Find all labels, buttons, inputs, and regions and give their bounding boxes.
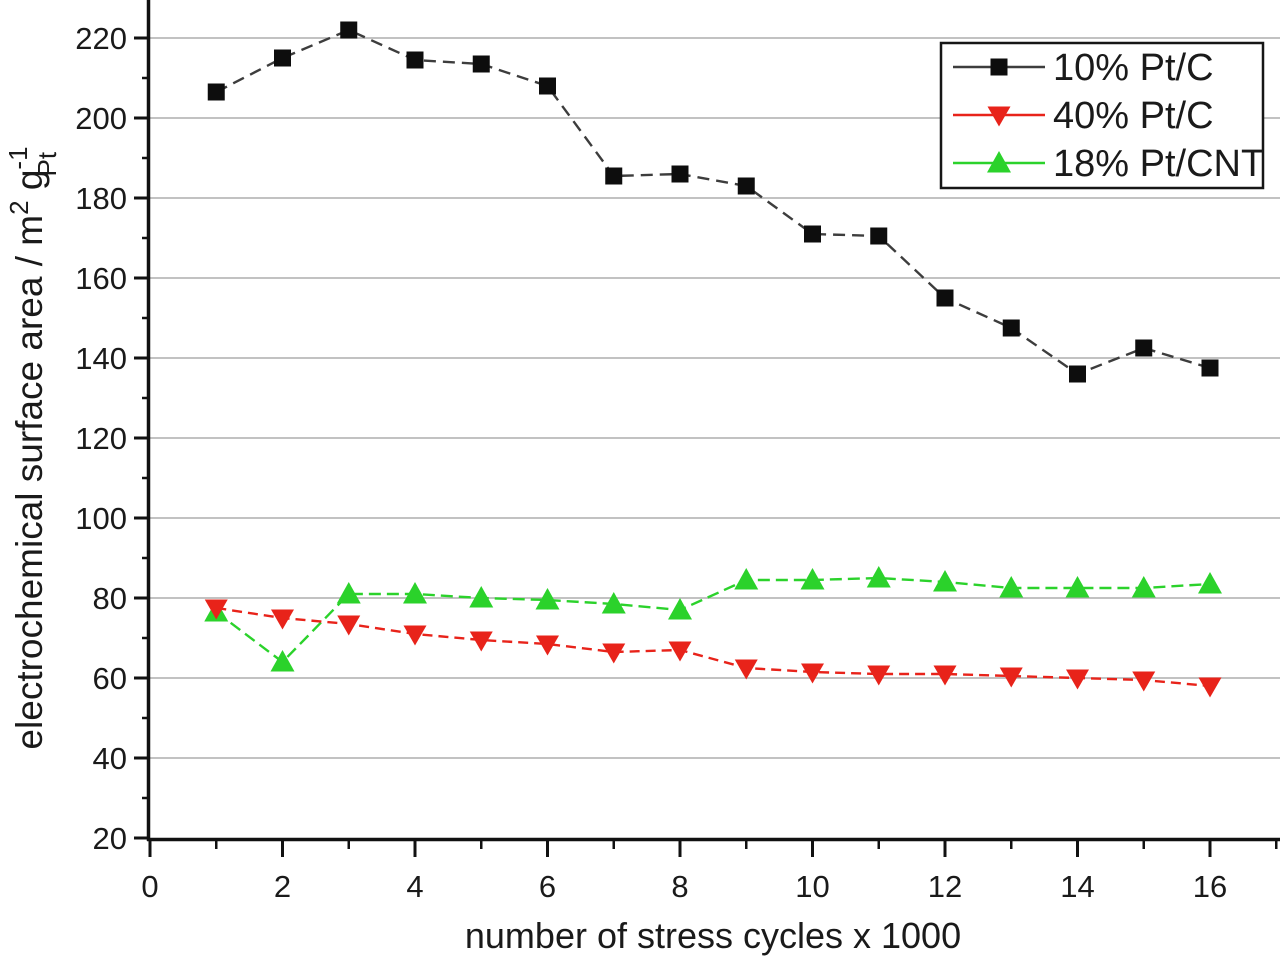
data-point: [1002, 319, 1020, 337]
data-point: [535, 588, 560, 610]
x-tick-label: 4: [406, 869, 423, 904]
y-axis-title-superscript-2: 2: [4, 200, 34, 214]
data-point: [1198, 677, 1222, 698]
legend-marker-triangle-down-icon: [987, 106, 1011, 127]
y-tick-label: 220: [75, 21, 127, 56]
tick-labels: 20 40 60 80 100 120 140 160 180 200 220 0 2 4 6 8 10 12 14…: [75, 21, 1227, 904]
data-point: [336, 582, 361, 604]
y-axis-title: electrochemical surface area / m2 g-1Pt: [3, 146, 62, 749]
y-axis-title-main: electrochemical surface area / m: [9, 215, 50, 750]
data-point: [737, 177, 755, 195]
y-tick-label: 140: [75, 341, 127, 376]
legend-label: 18% Pt/CNT: [1053, 143, 1264, 185]
x-tick-label: 0: [141, 869, 158, 904]
y-tick-label: 40: [93, 741, 127, 776]
data-point: [602, 643, 626, 664]
y-tick-label: 60: [93, 661, 127, 696]
data-point: [933, 665, 957, 686]
data-point: [999, 667, 1023, 688]
legend: 10% Pt/C 40% Pt/C 18% Pt/CNT: [939, 41, 1265, 190]
data-point: [270, 650, 295, 672]
data-point: [867, 665, 891, 686]
data-point: [1131, 576, 1156, 598]
y-tick-label: 20: [93, 821, 127, 856]
data-point: [671, 165, 689, 183]
data-point: [999, 576, 1024, 598]
data-point: [403, 582, 427, 604]
data-point: [1201, 359, 1219, 377]
data-point: [734, 568, 759, 590]
data-point: [668, 598, 692, 620]
legend-item: 18% Pt/CNT: [953, 143, 1264, 185]
x-tick-label: 6: [539, 869, 556, 904]
y-tick-label: 80: [93, 581, 127, 616]
legend-label: 10% Pt/C: [1053, 47, 1214, 89]
x-tick-label: 16: [1193, 869, 1227, 904]
data-point: [1066, 669, 1089, 690]
y-tick-label: 100: [75, 501, 127, 536]
legend-marker-triangle-up-icon: [987, 151, 1011, 173]
data-point: [472, 55, 490, 73]
legend-marker-square-icon: [990, 58, 1008, 76]
series-40-pt-c: [204, 599, 1222, 698]
y-tick-label: 180: [75, 181, 127, 216]
x-tick-label: 12: [928, 869, 962, 904]
series-line: [215, 28, 1211, 376]
series-18-pt-cnt: [204, 566, 1222, 672]
series-line: [216, 606, 1211, 688]
x-tick-label: 2: [274, 869, 291, 904]
y-tick-label: 160: [75, 261, 127, 296]
data-point: [601, 592, 626, 614]
legend-item: 40% Pt/C: [953, 95, 1214, 137]
data-point: [1198, 572, 1222, 594]
data-point: [207, 83, 225, 101]
data-point: [933, 570, 957, 592]
y-axis-title-subscript-pt: Pt: [32, 151, 62, 176]
legend-label: 40% Pt/C: [1053, 95, 1214, 137]
y-axis-title-mid: g: [9, 170, 50, 201]
data-point: [866, 566, 891, 588]
y-tick-label: 200: [75, 101, 127, 136]
data-point: [539, 77, 556, 95]
axis-ticks: [134, 36, 1278, 857]
y-tick-label: 120: [75, 421, 127, 456]
data-point: [1132, 671, 1156, 692]
data-point: [337, 615, 361, 636]
data-point: [605, 167, 623, 185]
data-point: [271, 609, 294, 630]
data-series: [204, 21, 1222, 698]
data-point: [403, 625, 427, 646]
data-point: [536, 635, 559, 656]
series-10-pt-c: [207, 21, 1219, 383]
data-point: [1135, 339, 1153, 357]
data-point: [1069, 365, 1086, 383]
x-axis-title: number of stress cycles x 1000: [465, 915, 961, 956]
data-point: [734, 659, 758, 680]
data-point: [870, 227, 888, 245]
data-point: [804, 225, 821, 243]
series-line: [215, 576, 1211, 664]
data-point: [1065, 576, 1090, 598]
data-point: [274, 49, 291, 67]
data-point: [801, 663, 824, 684]
data-point: [936, 289, 954, 307]
data-point: [469, 631, 493, 652]
y-axis-title-superscript-minus1: -1: [3, 146, 33, 169]
data-point: [340, 21, 358, 39]
data-point: [406, 51, 424, 69]
x-tick-label: 10: [795, 869, 829, 904]
gridlines: [150, 37, 1280, 759]
data-point: [469, 586, 494, 608]
data-point: [668, 641, 692, 662]
data-point: [204, 599, 228, 620]
axes: [146, 0, 1280, 842]
x-tick-label: 14: [1060, 869, 1094, 904]
legend-item: 10% Pt/C: [953, 47, 1214, 89]
data-point: [800, 568, 825, 590]
x-tick-label: 8: [671, 869, 688, 904]
